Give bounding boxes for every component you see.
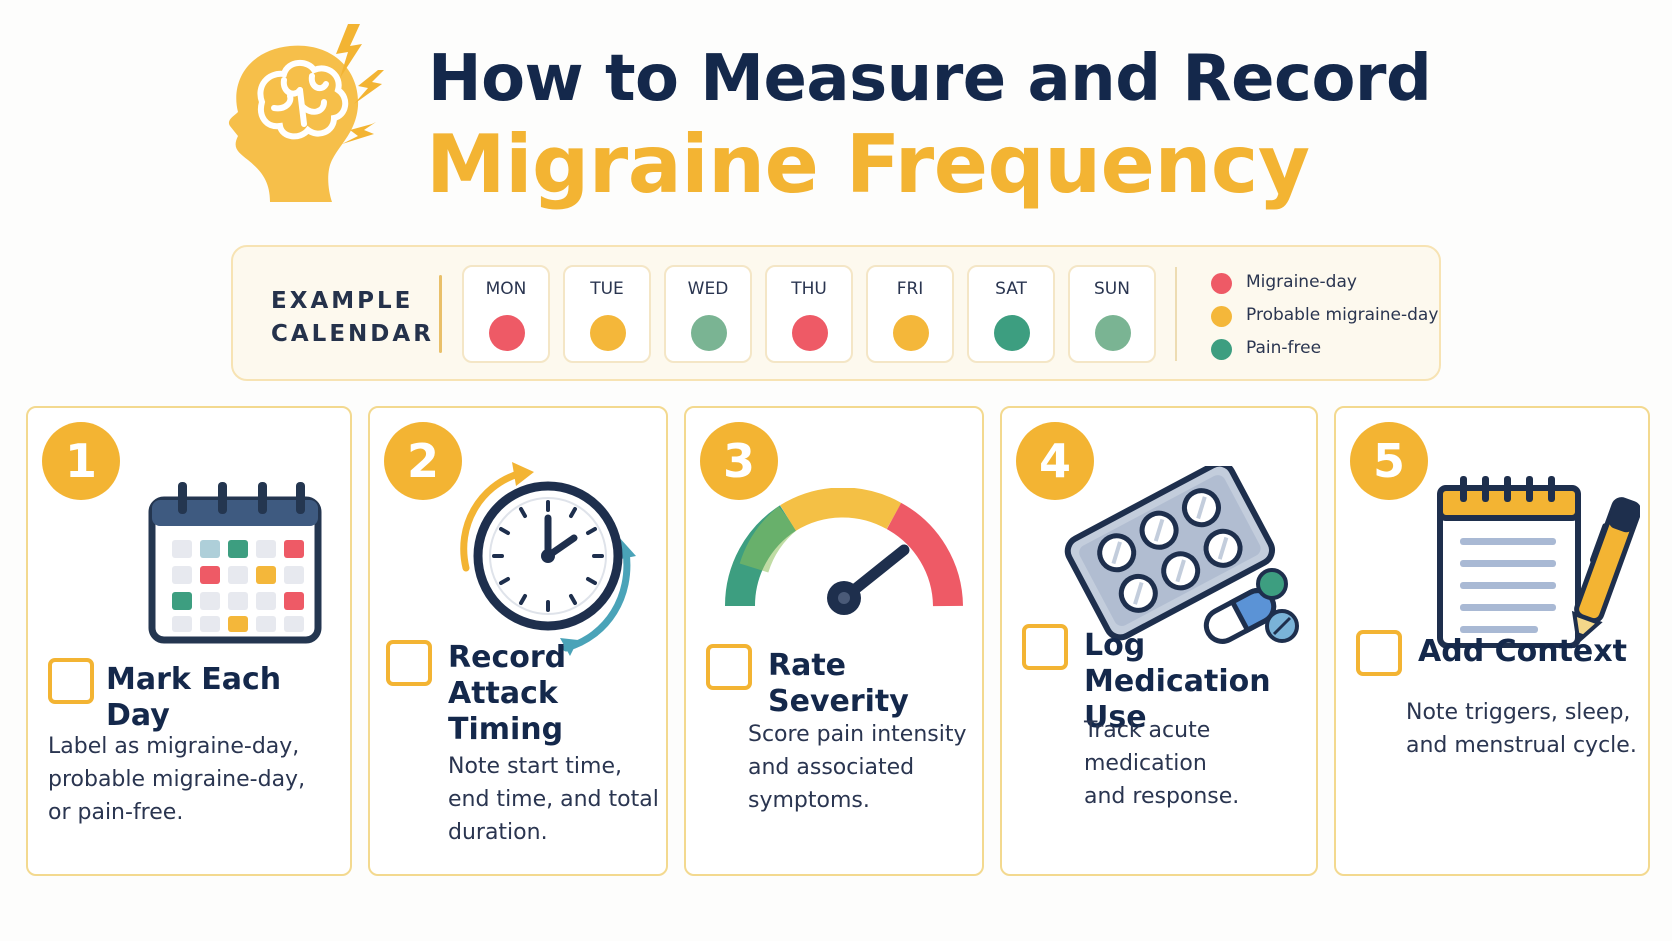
step-title: Add Context (1418, 634, 1627, 669)
step-card-1: 1 Mark Each Day Label as migraine-day, p… (26, 406, 352, 876)
status-dot (691, 315, 727, 351)
step-number: 3 (700, 422, 778, 500)
step-title: Rate Severity (768, 648, 909, 719)
day-monday: MON (462, 265, 550, 363)
divider (439, 275, 442, 353)
day-label: WED (687, 279, 729, 299)
step-title: Log Medication Use (1084, 628, 1271, 735)
checkbox[interactable] (386, 640, 432, 686)
step-description: Track acute medication and response. (1084, 718, 1240, 809)
notepad-pen-icon (1437, 476, 1640, 648)
status-dot (1095, 315, 1131, 351)
step-card-2: 2 Record Attack Timing Note start time, … (368, 406, 668, 876)
step-title: Record Attack Timing (448, 640, 567, 747)
step-number: 4 (1016, 422, 1094, 500)
status-dot (792, 315, 828, 351)
clock-icon (460, 462, 636, 656)
step-card-3: 3 Rate Severity Score pain intensity and… (684, 406, 984, 876)
checkbox[interactable] (706, 644, 752, 690)
step-title: Mark Each Day (106, 662, 282, 733)
legend-dot (1211, 339, 1232, 360)
day-label: TUE (590, 279, 624, 299)
legend-dot (1211, 273, 1232, 294)
step-card-5: 5 Add Context Note triggers, sleep, and … (1334, 406, 1650, 876)
status-dot (489, 315, 525, 351)
step-card-4: 4 Log Medication Use Track acute medicat… (1000, 406, 1318, 876)
day-label: MON (485, 279, 527, 299)
day-label: SAT (995, 279, 1027, 299)
gauge-icon (724, 488, 963, 615)
legend-label: Migraine-day (1246, 272, 1357, 292)
step-description: Note triggers, sleep, and menstrual cycl… (1406, 700, 1637, 758)
step-number: 1 (42, 422, 120, 500)
page-title-line2: Migraine Frequency (426, 118, 1310, 211)
example-calendar: EXAMPLE CALENDAR MON TUE WED THU FRI SAT… (231, 245, 1441, 381)
day-friday: FRI (866, 265, 954, 363)
day-wednesday: WED (664, 265, 752, 363)
step-description: Note start time, end time, and total dur… (448, 754, 659, 845)
day-label: FRI (896, 279, 924, 299)
brain-head-icon (228, 24, 384, 202)
day-label: THU (791, 279, 827, 299)
header: How to Measure and Record Migraine Frequ… (0, 0, 1672, 230)
checkbox[interactable] (1022, 624, 1068, 670)
checkbox[interactable] (48, 658, 94, 704)
pill-pack-icon (1064, 466, 1299, 644)
status-dot (893, 315, 929, 351)
day-thursday: THU (765, 265, 853, 363)
divider (1175, 267, 1177, 361)
checkbox[interactable] (1356, 630, 1402, 676)
step-number: 2 (384, 422, 462, 500)
day-sunday: SUN (1068, 265, 1156, 363)
legend-dot (1211, 306, 1232, 327)
status-dot (590, 315, 626, 351)
step-description: Label as migraine-day, probable migraine… (48, 734, 306, 825)
legend-label: Probable migraine-day (1246, 305, 1439, 325)
day-tuesday: TUE (563, 265, 651, 363)
calendar-label: EXAMPLE CALENDAR (271, 288, 434, 347)
status-dot (994, 315, 1030, 351)
day-saturday: SAT (967, 265, 1055, 363)
legend-label: Pain-free (1246, 338, 1322, 358)
day-label: SUN (1094, 279, 1130, 299)
page-title-line1: How to Measure and Record (428, 42, 1432, 116)
step-description: Score pain intensity and associated symp… (748, 722, 967, 813)
calendar-icon (148, 482, 322, 644)
step-number: 5 (1350, 422, 1428, 500)
